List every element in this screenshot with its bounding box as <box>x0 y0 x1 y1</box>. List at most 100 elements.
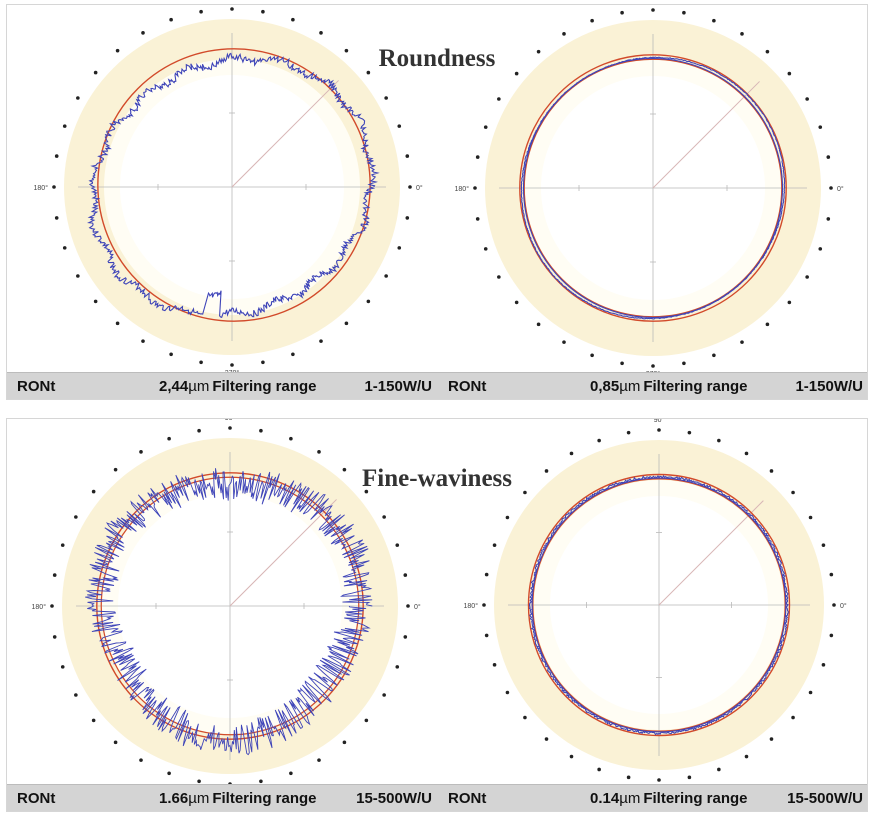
filter-label: Filtering range <box>212 378 317 395</box>
degree-dot <box>651 8 655 12</box>
degree-dot <box>344 48 349 53</box>
degree-dot <box>169 17 173 22</box>
degree-dot <box>497 275 501 279</box>
degree-dot <box>60 543 65 547</box>
degree-dot <box>484 633 489 638</box>
profile-line <box>528 475 789 736</box>
degree-dot <box>115 48 120 53</box>
degree-dot <box>657 428 661 432</box>
degree-dot <box>562 32 566 36</box>
degree-dot <box>590 18 594 23</box>
degree-dot <box>406 604 410 608</box>
parameter-value: 0.14µm Filtering range <box>590 790 748 807</box>
degree-dot <box>364 718 369 723</box>
degree-dot <box>712 353 716 358</box>
degree-dot <box>514 71 519 76</box>
filter-range: 1-150W/U <box>795 378 863 395</box>
degree-dot <box>261 9 265 14</box>
degree-dot <box>492 543 497 547</box>
degree-dot <box>826 217 831 221</box>
angle-marker-line <box>231 80 339 188</box>
value-number: 1.66 <box>159 790 189 807</box>
degree-dot <box>787 71 792 76</box>
degree-dot <box>197 779 201 784</box>
filter-range: 15-500W/U <box>787 790 863 807</box>
degree-dot <box>483 247 488 251</box>
degree-dot <box>364 489 369 494</box>
degree-dot <box>54 154 59 158</box>
fine-waviness-panel: Fine-waviness 90°0°270°180° RONt 1.66µmF… <box>6 418 868 812</box>
angle-label: 180° <box>464 602 479 610</box>
degree-dot <box>141 31 145 35</box>
value-unit: µm <box>188 790 210 807</box>
degree-dot <box>62 124 67 128</box>
degree-dot <box>765 49 770 54</box>
parameter-value: 1.66µm Filtering range <box>159 790 317 807</box>
degree-dot <box>289 771 293 776</box>
value-number: 0,85 <box>590 378 620 395</box>
degree-dot <box>52 185 56 189</box>
reference-circle-inner <box>100 476 360 736</box>
degree-dot <box>54 216 59 220</box>
degree-dot <box>818 247 823 251</box>
degree-dot <box>497 97 501 101</box>
degree-dot <box>544 469 549 473</box>
angle-label: 90° <box>225 419 236 422</box>
degree-dot <box>366 70 371 75</box>
degree-dot <box>395 665 400 669</box>
degree-dot <box>475 217 480 221</box>
degree-dot <box>342 467 347 472</box>
degree-dot <box>167 771 171 776</box>
degree-dot <box>484 572 489 577</box>
degree-dot <box>805 275 809 279</box>
angle-label: 90° <box>654 419 665 424</box>
degree-dot <box>405 216 410 220</box>
degree-dot <box>384 274 388 278</box>
degree-dot <box>115 321 120 326</box>
degree-dot <box>787 300 792 305</box>
degree-dot <box>829 186 833 190</box>
degree-dot <box>291 17 295 22</box>
degree-dot <box>113 467 118 472</box>
degree-dot <box>93 299 98 304</box>
degree-dot <box>821 663 826 667</box>
degree-dot <box>473 186 477 190</box>
angle-label: 0° <box>414 603 421 611</box>
filter-label: Filtering range <box>643 378 748 395</box>
degree-dot <box>740 340 744 344</box>
parameter-name: RONt <box>17 790 56 807</box>
degree-dot <box>808 515 813 520</box>
degree-dot <box>765 322 770 327</box>
degree-dot <box>475 155 480 159</box>
degree-dot <box>769 469 774 473</box>
degree-dot <box>826 155 831 159</box>
degree-dot <box>657 778 661 782</box>
angle-label: 180° <box>455 185 470 193</box>
degree-dot <box>687 775 692 780</box>
degree-dot <box>791 490 795 495</box>
degree-dot <box>141 339 145 343</box>
degree-dot <box>483 125 488 129</box>
parameter-name: RONt <box>448 378 487 395</box>
profile-line-secondary <box>522 57 784 319</box>
result-footer: RONt 0,85µm Filtering range 1-150W/U <box>438 372 867 399</box>
degree-dot <box>569 451 574 456</box>
result-footer: RONt 1.66µm Filtering range 15-500W/U <box>7 784 438 811</box>
degree-dot <box>717 438 721 443</box>
value-unit: µm <box>619 790 641 807</box>
degree-dot <box>769 737 774 741</box>
result-footer: RONt 0.14µm Filtering range 15-500W/U <box>438 784 867 811</box>
degree-dot <box>259 779 263 784</box>
degree-dot <box>403 635 408 639</box>
degree-dot <box>319 31 323 35</box>
degree-dot <box>536 49 541 54</box>
reference-circle-inner <box>532 478 786 732</box>
degree-dot <box>523 490 527 495</box>
degree-dot <box>228 426 232 430</box>
reference-circle-outer <box>96 472 364 740</box>
degree-dot <box>230 363 234 367</box>
filter-range: 15-500W/U <box>356 790 432 807</box>
degree-dot <box>829 633 834 638</box>
degree-dot <box>403 573 408 577</box>
